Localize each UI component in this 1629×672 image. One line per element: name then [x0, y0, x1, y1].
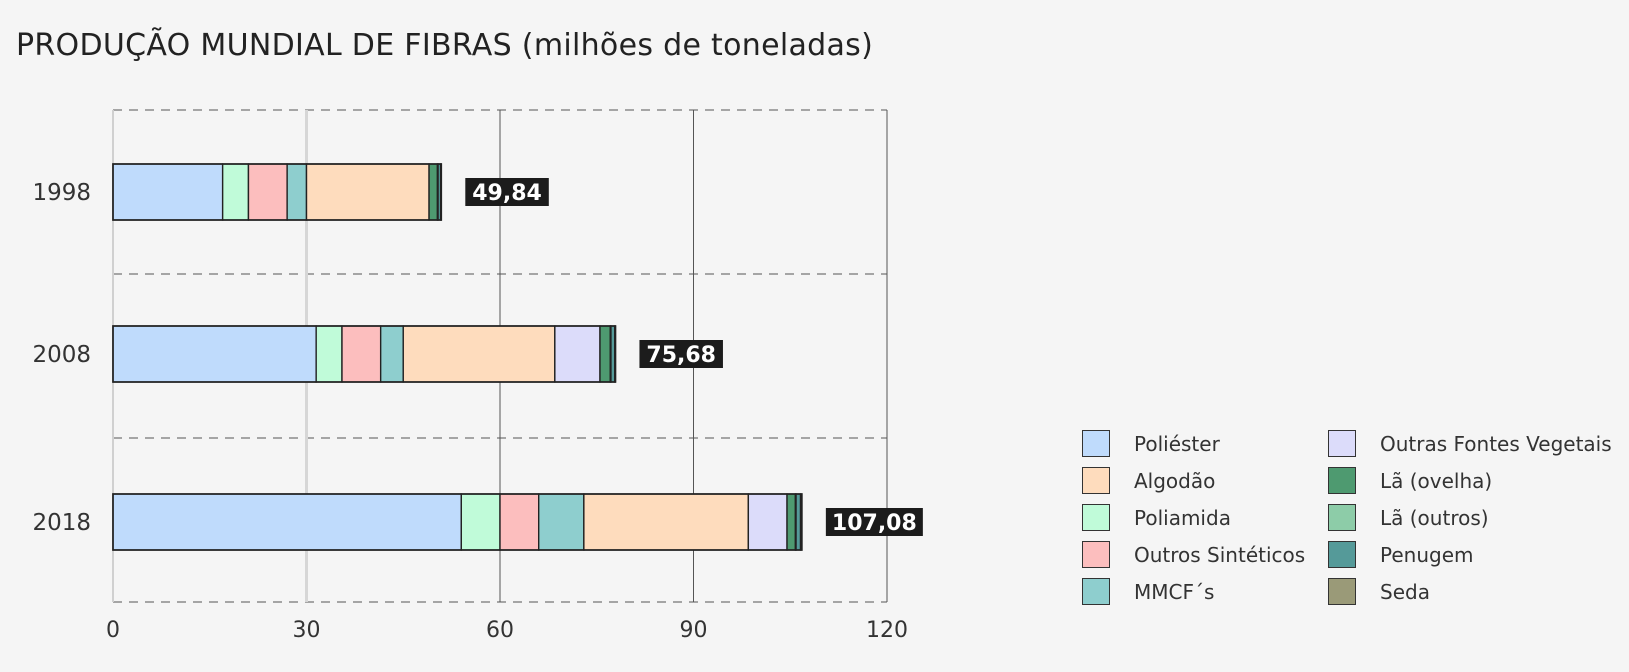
legend-item: Outras Fontes Vegetais	[1328, 425, 1628, 462]
y-category-label: 2018	[32, 510, 91, 536]
legend-label: Penugem	[1380, 542, 1474, 567]
bar-outline	[112, 163, 443, 221]
labels-layer: 0 30 60 90 120 1998 49,84 2008 75,68 2018 107,08	[32, 178, 923, 643]
legend-label: Poliéster	[1134, 431, 1220, 456]
chart-legend: Poliéster Algodão Poliamida Outros Sintétic…	[1082, 425, 1628, 610]
bar-segment	[112, 493, 462, 551]
legend-label: Seda	[1380, 579, 1430, 604]
bar-segment	[112, 163, 224, 221]
bar-segment	[341, 325, 382, 383]
x-tick-label: 90	[680, 618, 708, 643]
legend-item: Penugem	[1328, 536, 1628, 573]
legend-label: Algodão	[1134, 468, 1216, 493]
legend-item: Poliéster	[1082, 425, 1328, 462]
legend-swatch	[1082, 578, 1110, 605]
y-category-label: 1998	[32, 180, 91, 206]
bar-outline	[112, 325, 617, 383]
x-tick-label: 30	[293, 618, 321, 643]
legend-item: Lã (ovelha)	[1328, 462, 1628, 499]
legend-swatch	[1082, 467, 1110, 494]
legend-item: Seda	[1328, 573, 1628, 610]
chart-title: PRODUÇÃO MUNDIAL DE FIBRAS (milhões de t…	[16, 28, 874, 63]
bar-segment	[747, 493, 788, 551]
total-badge	[639, 340, 723, 368]
total-badge	[465, 178, 549, 206]
legend-label: Poliamida	[1134, 505, 1231, 530]
x-tick-label: 120	[866, 618, 908, 643]
legend-item: Poliamida	[1082, 499, 1328, 536]
bar-segment	[428, 163, 439, 221]
bar-segment	[538, 493, 585, 551]
legend-item: MMCF´s	[1082, 573, 1328, 610]
legend-swatch	[1082, 504, 1110, 531]
x-tick-label: 60	[486, 618, 514, 643]
bar-segment	[112, 325, 317, 383]
y-category-label: 2008	[32, 342, 91, 368]
legend-swatch	[1082, 541, 1110, 568]
bar-segment	[583, 493, 750, 551]
legend-item: Lã (outros)	[1328, 499, 1628, 536]
total-label: 49,84	[472, 181, 542, 206]
legend-label: Outros Sintéticos	[1134, 542, 1306, 567]
legend-swatch	[1328, 504, 1356, 531]
legend-label: Lã (ovelha)	[1380, 468, 1493, 493]
bar-segment	[554, 325, 601, 383]
bar-segment	[221, 163, 250, 221]
bar-segment	[499, 493, 540, 551]
bar-segment	[305, 163, 430, 221]
total-label: 107,08	[832, 511, 917, 536]
legend-swatch	[1328, 430, 1356, 457]
bar-segment	[379, 325, 404, 383]
total-badge	[825, 508, 923, 536]
bars-layer	[112, 163, 803, 551]
total-label: 75,68	[646, 343, 716, 368]
legend-label: Lã (outros)	[1380, 505, 1489, 530]
legend-swatch	[1082, 430, 1110, 457]
legend-swatch	[1328, 467, 1356, 494]
legend-swatch	[1328, 578, 1356, 605]
bar-segment	[286, 163, 308, 221]
bar-outline	[112, 493, 803, 551]
bar-segment	[315, 325, 343, 383]
legend-label: MMCF´s	[1134, 579, 1215, 604]
bar-segment	[460, 493, 501, 551]
legend-item: Algodão	[1082, 462, 1328, 499]
legend-label: Outras Fontes Vegetais	[1380, 431, 1612, 456]
legend-item: Outros Sintéticos	[1082, 536, 1328, 573]
bar-segment	[402, 325, 556, 383]
legend-swatch	[1328, 541, 1356, 568]
x-tick-label: 0	[106, 618, 120, 643]
bar-segment	[786, 493, 797, 551]
bar-segment	[599, 325, 611, 383]
bar-segment	[247, 163, 288, 221]
